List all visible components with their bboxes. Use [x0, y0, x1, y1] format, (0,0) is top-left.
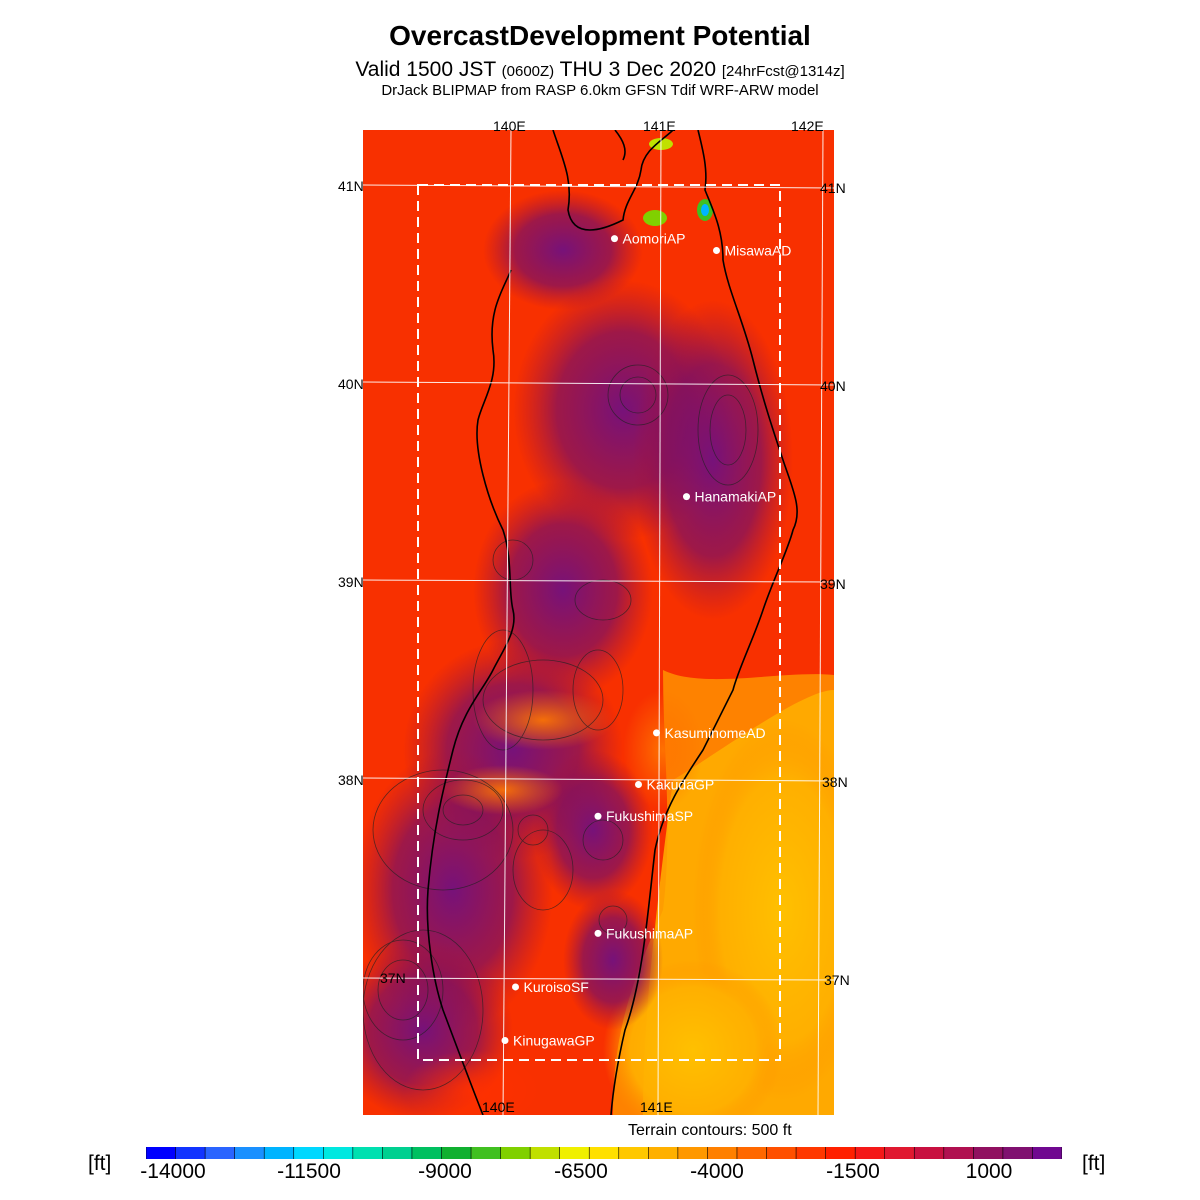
- station-label: KinugawaGP: [513, 1033, 595, 1049]
- colorbar-swatch: [411, 1147, 442, 1159]
- colorbar-swatch: [677, 1147, 708, 1159]
- colorbar-swatch: [530, 1147, 561, 1159]
- colorbar-tick-label: 1000: [965, 1160, 1013, 1183]
- lat-label-left: 41N: [338, 178, 364, 194]
- terrain-contours: [363, 364, 759, 1091]
- colorbar-tick-label: -6500: [554, 1160, 608, 1183]
- lat-label-right: 40N: [820, 378, 846, 394]
- coastline: [426, 130, 798, 1115]
- lat-label-right: 39N: [820, 576, 846, 592]
- colorbar-swatch: [264, 1147, 295, 1159]
- lon-label-bottom: 140E: [482, 1099, 515, 1115]
- inner-domain-box: [417, 184, 781, 1061]
- station-label: KakudaGP: [647, 776, 715, 792]
- station-label: AomoriAP: [623, 231, 686, 247]
- colorbar-swatch: [559, 1147, 590, 1159]
- station-marker[interactable]: [594, 929, 602, 937]
- purple-region: [563, 890, 663, 1030]
- colorbar-swatch: [973, 1147, 1004, 1159]
- colorbar-tick-label: -1500: [826, 1160, 880, 1183]
- model-subtitle: DrJack BLIPMAP from RASP 6.0km GFSN Tdif…: [381, 82, 819, 99]
- colorbar-swatch: [618, 1147, 649, 1159]
- station-marker[interactable]: [611, 235, 618, 243]
- colorbar-swatch: [471, 1147, 502, 1159]
- colorbar-tick-label: -14000: [140, 1160, 206, 1183]
- station-label: KuroisoSF: [524, 979, 589, 995]
- colorbar-tick-label: -9000: [418, 1160, 472, 1183]
- utc-time: (0600Z): [501, 63, 555, 80]
- station-marker[interactable]: [512, 983, 519, 991]
- lat-label-right: 37N: [824, 972, 850, 988]
- green-spot: [643, 210, 667, 226]
- colorbar-swatch: [825, 1147, 856, 1159]
- colorbar-swatch: [205, 1147, 236, 1159]
- lon-label-bottom: 141E: [640, 1099, 673, 1115]
- station-label: KasuminomeAD: [665, 725, 766, 741]
- station-marker[interactable]: [635, 780, 642, 788]
- valid-time-text: Valid 1500 JST: [355, 58, 502, 81]
- colorbar-swatch: [293, 1147, 324, 1159]
- station-label: MisawaAD: [725, 243, 792, 259]
- colorbar-swatch: [796, 1147, 827, 1159]
- stations-layer: AomoriAP MisawaAD HanamakiAP KasuminomeAD Ka…: [501, 231, 792, 1049]
- colorbar-swatch: [707, 1147, 738, 1159]
- lat-label-left: 37N: [380, 970, 406, 986]
- orange-region: [473, 690, 613, 750]
- colorbar-swatch: [1032, 1147, 1062, 1159]
- lon-label-top: 142E: [791, 118, 824, 134]
- purple-region: [483, 190, 643, 310]
- colorbar-swatch: [648, 1147, 679, 1159]
- map-canvas: AomoriAP MisawaAD HanamakiAP KasuminomeAD Ka…: [363, 130, 834, 1115]
- forecast-info: [24hrFcst@1314z]: [721, 63, 845, 80]
- colorbar-swatch: [943, 1147, 974, 1159]
- station-marker[interactable]: [501, 1037, 509, 1045]
- colorbar-swatch: [175, 1147, 206, 1159]
- valid-time: Valid 1500 JST (0600Z) THU 3 Dec 2020 [2…: [0, 58, 1200, 82]
- colorbar-swatch: [500, 1147, 531, 1159]
- terrain-contours-note: Terrain contours: 500 ft: [628, 1122, 792, 1139]
- colorbar-swatch: [382, 1147, 413, 1159]
- colorbar-swatch: [441, 1147, 472, 1159]
- colorbar-swatch: [914, 1147, 945, 1159]
- colorbar-tick-label: -11500: [277, 1160, 341, 1183]
- station-label: FukushimaAP: [606, 925, 693, 941]
- lat-label-left: 38N: [338, 772, 364, 788]
- red-region: [403, 1050, 543, 1115]
- colorbar-swatch: [884, 1147, 915, 1159]
- lat-label-left: 39N: [338, 574, 364, 590]
- lat-label-right: 41N: [820, 180, 846, 196]
- colorbar-swatch: [234, 1147, 265, 1159]
- colorbar-swatch: [352, 1147, 383, 1159]
- colorbar-swatch: [323, 1147, 354, 1159]
- colorbar-swatch: [146, 1147, 177, 1159]
- purple-region: [633, 300, 793, 620]
- station-marker[interactable]: [683, 493, 690, 501]
- station-label: HanamakiAP: [695, 489, 777, 505]
- forecast-map[interactable]: AomoriAP MisawaAD HanamakiAP KasuminomeAD Ka…: [363, 130, 834, 1115]
- colorbar-unit-left: [ft]: [88, 1152, 112, 1175]
- lon-label-top: 140E: [493, 118, 526, 134]
- colorbar-swatch: [855, 1147, 886, 1159]
- station-marker[interactable]: [713, 247, 720, 255]
- valid-date: THU 3 Dec 2020: [554, 58, 722, 81]
- colorbar-swatch: [1002, 1147, 1033, 1159]
- lon-label-top: 141E: [643, 118, 676, 134]
- station-marker[interactable]: [653, 729, 660, 737]
- lat-label-left: 40N: [338, 376, 364, 392]
- orange-region: [443, 765, 563, 815]
- lat-label-right: 38N: [822, 774, 848, 790]
- colorbar-swatch: [589, 1147, 620, 1159]
- colorbar-unit-right: [ft]: [1082, 1152, 1106, 1175]
- station-marker[interactable]: [594, 812, 602, 820]
- blue-spot: [701, 204, 709, 216]
- colorbar: [146, 1147, 1062, 1159]
- colorbar-swatch: [766, 1147, 797, 1159]
- map-title: OvercastDevelopment Potential: [389, 20, 811, 51]
- colorbar-tick-label: -4000: [690, 1160, 744, 1183]
- colorbar-swatch: [736, 1147, 768, 1159]
- station-label: FukushimaSP: [606, 808, 693, 824]
